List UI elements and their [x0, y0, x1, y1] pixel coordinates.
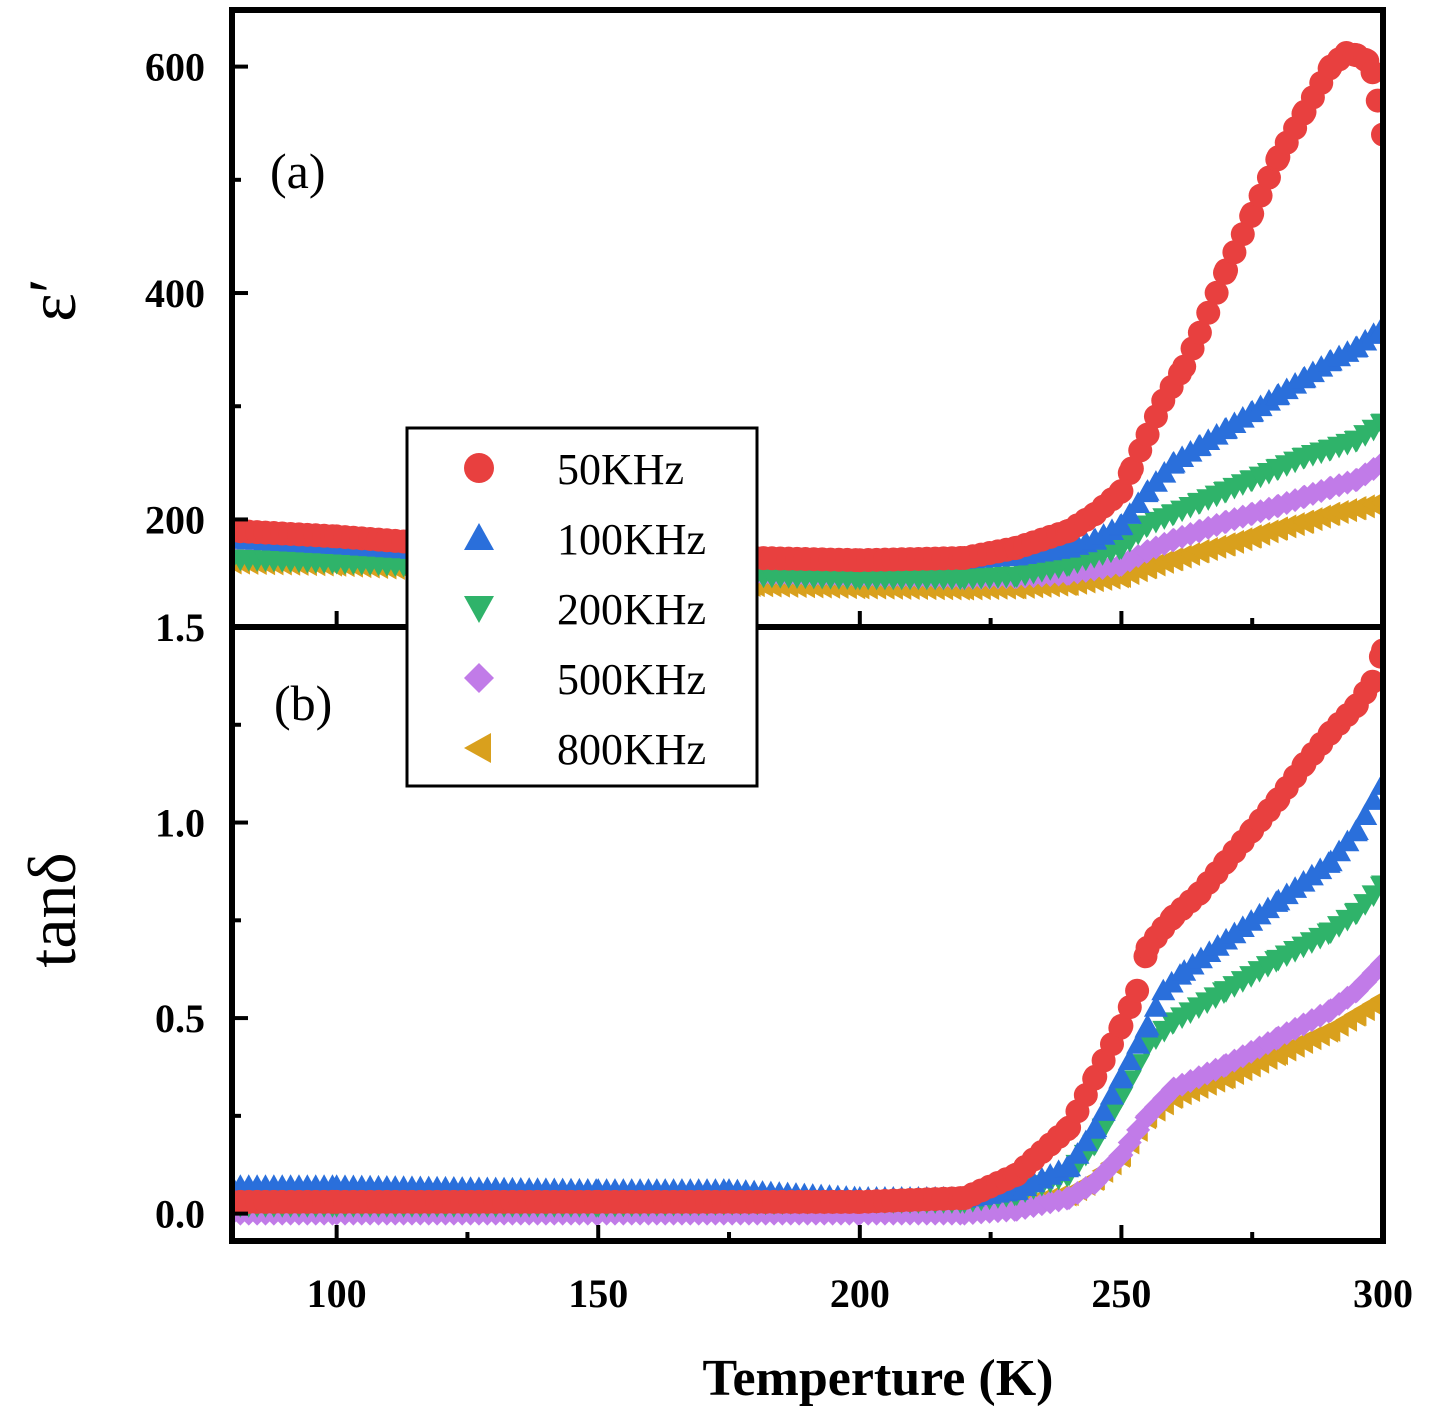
legend-label-200khz: 200KHz — [557, 585, 706, 634]
x-tick-label: 150 — [568, 1271, 628, 1316]
panel-a-point-50khz — [1222, 240, 1247, 265]
panel-a-point-50khz — [1119, 456, 1144, 481]
x-tick-label: 250 — [1091, 1271, 1151, 1316]
panel-a-point-100khz — [1117, 502, 1142, 524]
panel-a-point-50khz — [1230, 222, 1255, 247]
panel-a-point-50khz — [1187, 320, 1212, 345]
panel-a-point-100khz — [1361, 322, 1383, 344]
panel-b-point-100khz — [1135, 1013, 1160, 1036]
panel-b-point-100khz — [1065, 1142, 1090, 1164]
panel-a-data-points — [232, 41, 1383, 601]
panel-a-point-50khz — [1109, 479, 1134, 504]
panel-b-frame — [229, 624, 1386, 1244]
panel-b-data-points — [232, 638, 1383, 1226]
panel-b-y-tick-label: 1.5 — [155, 605, 205, 650]
panel-a-point-100khz — [1126, 491, 1151, 513]
panel-b-point-100khz — [1099, 1083, 1124, 1105]
legend-label-800khz: 800KHz — [557, 725, 706, 774]
legend-marker-800khz — [464, 733, 491, 763]
panel-b-point-100khz — [1344, 818, 1369, 840]
x-tick-label: 100 — [307, 1271, 367, 1316]
legend-label-100khz: 100KHz — [557, 515, 706, 564]
panel-a-point-50khz — [1196, 300, 1221, 325]
panel-b-point-100khz — [1057, 1154, 1082, 1177]
panel-a-y-tick-label: 600 — [145, 45, 205, 90]
panel-b-point-50khz — [1125, 978, 1150, 1003]
x-tick-label: 200 — [830, 1271, 890, 1316]
legend-label-50khz: 50KHz — [557, 445, 684, 494]
panel-b-y-tick-label: 1.0 — [155, 801, 205, 846]
panel-a-point-50khz — [1248, 183, 1273, 208]
panel-b-y-tick-label: 0.0 — [155, 1192, 205, 1237]
panel-b-y-tick-label: 0.5 — [155, 996, 205, 1041]
panel-a-point-50khz — [1214, 258, 1239, 283]
panel-b-point-100khz — [1143, 995, 1168, 1017]
panel-a-ticks: 200 400 600 — [145, 45, 1385, 627]
legend-marker-500khz — [464, 663, 494, 693]
panel-b-point-100khz — [1117, 1048, 1142, 1071]
panel-a-y-tick-label: 400 — [145, 271, 205, 316]
legend-label-500khz: 500KHz — [557, 655, 706, 704]
panel-b-point-100khz — [1073, 1129, 1098, 1152]
panel-a-point-50khz — [1365, 88, 1383, 113]
legend-marker-50khz — [464, 453, 494, 483]
legend-marker-200khz — [464, 596, 494, 623]
panel-b-point-100khz — [1083, 1115, 1108, 1138]
x-axis-title: Temperture (K) — [703, 1350, 1054, 1407]
panel-b-point-50khz — [1109, 1013, 1134, 1038]
panel-a-point-100khz — [1109, 513, 1134, 535]
panel-b-tan-delta: 0.0 0.5 1.0 1.5 100 150 200 250 300 (b) tanδ Tem… — [14, 605, 1413, 1407]
panel-a-y-axis-title: ε′ — [14, 278, 90, 321]
panel-b-ticks: 0.0 0.5 1.0 1.5 100 150 200 250 300 — [155, 605, 1413, 1316]
panel-b-point-50khz — [1360, 669, 1383, 694]
panel-a-point-50khz — [1256, 165, 1281, 190]
panel-a-point-50khz — [1204, 280, 1229, 305]
legend-box — [405, 426, 759, 788]
panel-b-point-100khz — [1353, 803, 1378, 825]
panel-b-point-100khz — [1091, 1099, 1116, 1121]
panel-a-point-50khz — [1240, 201, 1265, 226]
panel-a-y-tick-label: 200 — [145, 497, 205, 542]
legend-marker-100khz — [464, 523, 494, 550]
panel-b-point-100khz — [1109, 1064, 1134, 1087]
x-tick-label: 300 — [1353, 1271, 1413, 1316]
panel-b-label: (b) — [274, 675, 332, 731]
panel-b-point-100khz — [1126, 1032, 1151, 1054]
panel-a-point-50khz — [1360, 60, 1383, 85]
panel-b-y-axis-title: tanδ — [14, 852, 90, 967]
legend: 50KHz 100KHz 200KHz 500KHz 800KHz — [405, 426, 759, 788]
panel-b-point-100khz — [1361, 788, 1383, 810]
panel-b-point-200khz — [1361, 885, 1383, 907]
panel-a-point-50khz — [1172, 354, 1197, 379]
panel-a-label: (a) — [270, 143, 326, 199]
panel-a-point-50khz — [1135, 422, 1160, 447]
